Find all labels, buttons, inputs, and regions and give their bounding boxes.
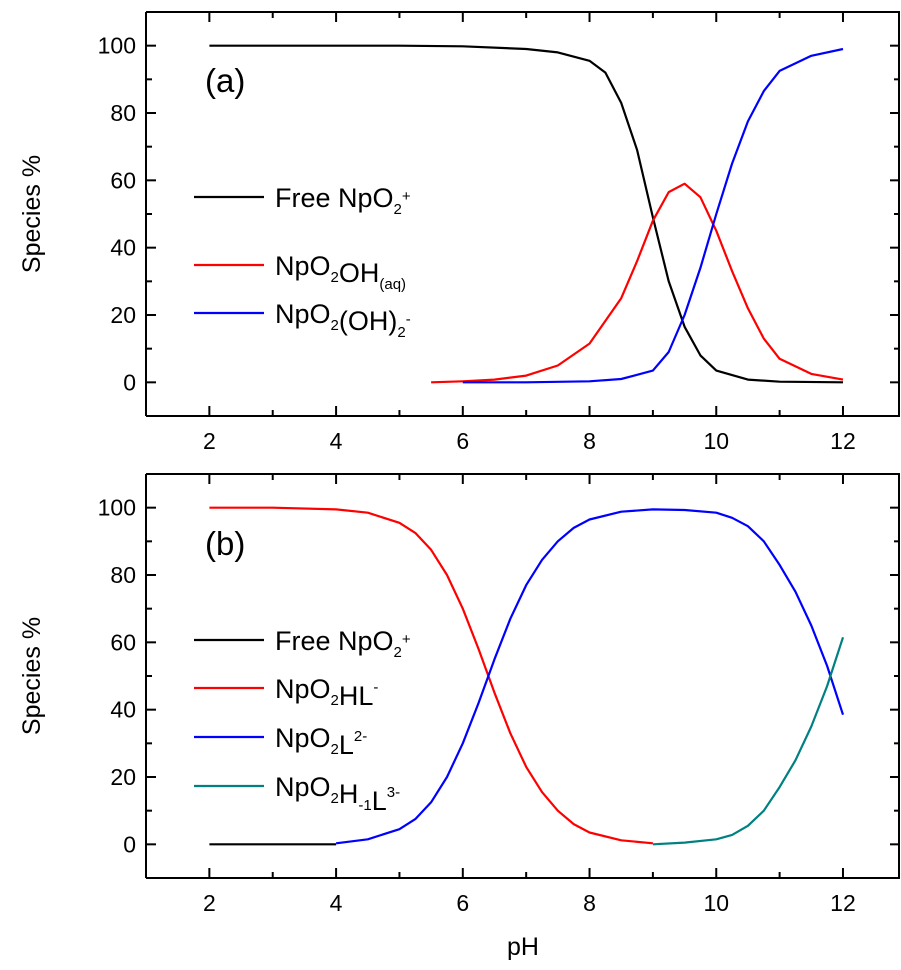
- x-tick-label: 2: [203, 428, 216, 454]
- legend-label-part: -: [406, 311, 411, 328]
- y-tick-label: 80: [110, 562, 136, 588]
- legend-label-part: 2: [331, 790, 339, 807]
- legend-label-part: NpO: [275, 299, 331, 329]
- legend-label: NpO2(OH)2-: [275, 299, 411, 341]
- legend-label: Free NpO2+: [275, 183, 411, 218]
- y-tick-label: 60: [110, 167, 136, 193]
- legend-label-part: 2: [397, 324, 405, 341]
- legend-label-part: NpO: [275, 251, 331, 281]
- y-axis-title: Species %: [18, 617, 46, 735]
- legend-label: NpO2HL-: [275, 674, 378, 711]
- legend-label-part: 2: [331, 269, 339, 286]
- y-tick-label: 60: [110, 629, 136, 655]
- series-line: [462, 47, 844, 384]
- legend-label-part: +: [402, 631, 411, 648]
- x-tick-label: 4: [330, 428, 343, 454]
- y-tick-label: 20: [110, 764, 136, 790]
- y-tick-label: 40: [110, 697, 136, 723]
- x-tick-label: 6: [456, 428, 469, 454]
- legend-label-part: NpO: [275, 674, 331, 704]
- x-tick-label: 10: [703, 890, 729, 916]
- y-tick-label: 100: [98, 33, 136, 59]
- legend-label: NpO2OH(aq): [275, 251, 406, 293]
- legend-label-part: -1: [358, 797, 371, 814]
- x-tick-label: 12: [830, 890, 856, 916]
- series-line: [335, 508, 845, 845]
- legend-label: NpO2H-1L3-: [275, 772, 400, 816]
- y-tick-label: 0: [123, 369, 136, 395]
- panel-label: (a): [205, 62, 245, 99]
- legend-label-part: 2: [331, 692, 339, 709]
- legend-label-part: 2: [394, 644, 402, 661]
- legend-label-part: HL: [339, 681, 374, 711]
- panel-b: 2 4 6 8 10 12 0 20 40 60 80 100 Species % (b) Free NpO…: [18, 473, 900, 916]
- legend-label-part: 3-: [387, 784, 400, 801]
- legend-label: NpO2L2-: [275, 723, 367, 760]
- legend-label-part: +: [402, 188, 411, 205]
- x-tick-label: 6: [456, 890, 469, 916]
- y-tick-label: 40: [110, 235, 136, 261]
- x-tick-label: 4: [330, 890, 343, 916]
- panel-label: (b): [205, 525, 245, 562]
- legend-label-part: H: [339, 779, 359, 809]
- panel-a: 2 4 6 8 10 12 0 20 40 60 80 100 Species % (a) Free NpO…: [18, 11, 900, 454]
- legend-label-part: 2: [331, 741, 339, 758]
- y-axis-title: Species %: [18, 155, 46, 273]
- legend-label-part: 2-: [354, 728, 367, 745]
- legend-label-part: Free NpO: [275, 626, 394, 656]
- legend-label-part: L: [372, 786, 387, 816]
- legend-label-part: -: [373, 679, 378, 696]
- x-tick-label: 8: [583, 890, 596, 916]
- y-tick-label: 100: [98, 495, 136, 521]
- x-tick-label: 8: [583, 428, 596, 454]
- legend-label-part: Free NpO: [275, 183, 394, 213]
- legend-label: Free NpO2+: [275, 626, 411, 661]
- series-line: [652, 636, 845, 846]
- x-tick-label: 10: [703, 428, 729, 454]
- legend-label-part: (aq): [379, 276, 406, 293]
- y-tick-label: 0: [123, 831, 136, 857]
- x-tick-label: 12: [830, 428, 856, 454]
- series-line: [209, 44, 844, 384]
- series-line: [209, 506, 654, 845]
- x-axis-title: pH: [507, 933, 539, 961]
- legend-label-part: NpO: [275, 723, 331, 753]
- legend-label-part: 2: [331, 317, 339, 334]
- y-tick-label: 80: [110, 100, 136, 126]
- series-line: [431, 182, 844, 384]
- x-tick-label: 2: [203, 890, 216, 916]
- legend-label-part: L: [339, 730, 354, 760]
- legend-label-part: 2: [394, 201, 402, 218]
- legend-label-part: (OH): [339, 306, 397, 336]
- legend-label-part: OH: [339, 258, 380, 288]
- y-tick-label: 20: [110, 302, 136, 328]
- legend-label-part: NpO: [275, 772, 331, 802]
